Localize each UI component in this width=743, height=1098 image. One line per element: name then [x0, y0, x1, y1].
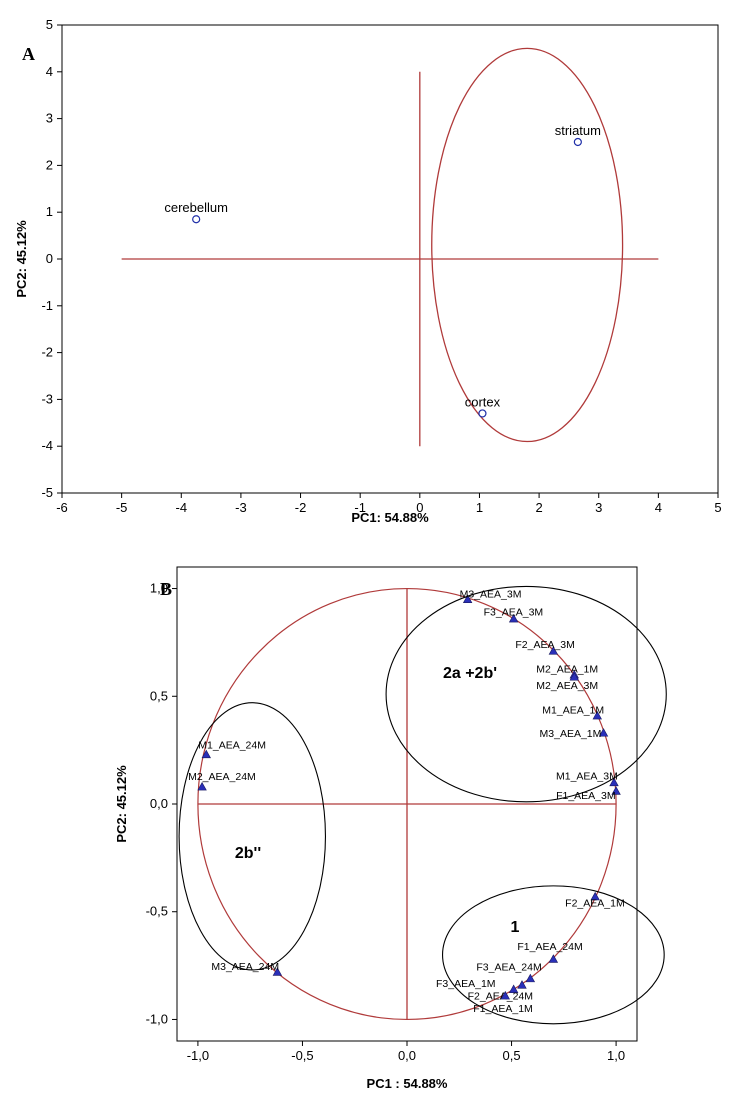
a-xtick-label: -5: [116, 500, 128, 515]
a-xtick-label: 3: [595, 500, 602, 515]
b-group-ellipse: [385, 585, 667, 803]
a-xtick-label: 0: [416, 500, 423, 515]
b-xtick-label: 0,5: [503, 1048, 521, 1063]
b-group-ellipse: [441, 885, 665, 1025]
panel-b-ylabel: PC2: 45.12%: [114, 765, 129, 843]
b-xtick-label: 1,0: [607, 1048, 625, 1063]
a-point-cerebellum: [192, 215, 201, 224]
b-point-M3_AEA_3M: [462, 594, 473, 603]
b-point-M1_AEA_1M: [592, 710, 602, 720]
b-point-F2_AEA_3M: [548, 646, 559, 655]
a-point-label: striatum: [555, 123, 601, 138]
a-point-label: cortex: [465, 394, 501, 409]
b-point-label: F1_AEA_24M: [517, 941, 582, 953]
b-point-label: M1_AEA_3M: [556, 770, 618, 782]
panel-a-ylabel: PC2: 45.12%: [14, 220, 29, 298]
panel-b: B -1,0 -0,5 0,0 0,5 1,0 -1,0 -0,5 0,0 0,5 1,0 M3_…: [114, 566, 667, 1091]
b-xtick-label: -0,5: [291, 1048, 313, 1063]
a-point-striatum: [573, 137, 582, 147]
b-ytick-label: 0,0: [150, 796, 168, 811]
b-unit-circle: [197, 587, 617, 1021]
b-point-label: F2_AEA_24M: [468, 990, 533, 1002]
b-ytick-label: 1,0: [150, 581, 168, 596]
b-point-label: M3_AEA_24M: [211, 961, 279, 973]
b-point-F3_AEA_24M: [525, 973, 536, 983]
a-ytick-label: 0: [46, 251, 53, 266]
a-xtick-label: -3: [235, 500, 247, 515]
b-point-F1_AEA_24M: [548, 954, 559, 963]
a-xtick-label: 4: [655, 500, 662, 515]
b-point-label: M3_AEA_3M: [460, 588, 522, 600]
b-point-M1_AEA_24M: [201, 749, 211, 759]
b-xtick-label: 0,0: [398, 1048, 416, 1063]
b-point-M3_AEA_1M: [598, 728, 609, 737]
b-point-label: F2_AEA_3M: [515, 639, 575, 651]
b-ytick-label: -0,5: [146, 904, 168, 919]
a-xtick-label: 5: [714, 500, 721, 515]
a-ytick-label: 2: [46, 157, 53, 172]
a-ytick-label: -2: [41, 345, 53, 360]
b-point-label: M3_AEA_1M: [540, 728, 602, 740]
b-point-label: F2_AEA_1M: [565, 898, 625, 910]
b-point-label: F3_AEA_1M: [436, 978, 496, 990]
a-ytick-label: 1: [46, 204, 53, 219]
a-point-cortex: [478, 409, 487, 418]
b-point-label: M2_AEA_1M: [536, 664, 598, 676]
a-xtick-label: 2: [535, 500, 542, 515]
b-point-label: F3_AEA_3M: [484, 607, 544, 619]
b-point-F1_AEA_1M: [500, 990, 510, 1000]
b-group-label: 1: [511, 919, 520, 936]
a-ytick-label: -3: [41, 391, 53, 406]
b-ytick-label: 0,5: [150, 688, 168, 703]
b-group-label: 2a +2b': [443, 665, 497, 682]
a-ytick-label: 5: [46, 17, 53, 32]
b-point-label: M2_AEA_3M: [536, 680, 598, 692]
b-point-label: F1_AEA_3M: [556, 790, 616, 802]
a-point-label: cerebellum: [164, 200, 228, 215]
b-point-label: M2_AEA_24M: [188, 771, 256, 783]
a-xtick-label: 1: [476, 500, 483, 515]
b-group-label: 2b'': [235, 845, 261, 862]
panel-a-letter: A: [22, 44, 35, 64]
a-xtick-label: -4: [175, 500, 187, 515]
b-point-F3_AEA_3M: [508, 613, 519, 623]
b-point-M3_AEA_24M: [272, 967, 283, 976]
a-xtick-label: -2: [295, 500, 307, 515]
b-point-F1_AEA_3M: [611, 786, 621, 795]
b-point-M2_AEA_3M: [569, 672, 579, 681]
b-ytick-label: -1,0: [146, 1011, 168, 1026]
a-group-ellipse: [431, 47, 624, 443]
b-point-M2_AEA_24M: [197, 781, 207, 791]
panel-b-xlabel: PC1 : 54.88%: [367, 1076, 448, 1091]
a-ytick-label: -5: [41, 485, 53, 500]
b-point-label: M1_AEA_1M: [542, 705, 604, 717]
b-point-F3_AEA_1M: [517, 980, 527, 989]
a-xtick-label: -1: [354, 500, 366, 515]
a-ytick-label: 4: [46, 64, 53, 79]
b-point-M1_AEA_3M: [609, 777, 619, 787]
b-group-ellipse: [178, 702, 327, 971]
b-point-label: M1_AEA_24M: [198, 739, 266, 751]
panel-a-xlabel: PC1: 54.88%: [351, 510, 429, 525]
a-ytick-label: 3: [46, 111, 53, 126]
a-ytick-label: -4: [41, 438, 53, 453]
panel-b-letter: B: [160, 579, 172, 599]
b-point-F2_AEA_24M: [508, 984, 519, 993]
b-point-F2_AEA_1M: [590, 891, 600, 901]
a-xtick-label: -6: [56, 500, 68, 515]
b-point-label: F3_AEA_24M: [476, 962, 541, 974]
b-xtick-label: -1,0: [187, 1048, 209, 1063]
b-point-label: F1_AEA_1M: [473, 1003, 533, 1015]
a-ytick-label: -1: [41, 298, 53, 313]
